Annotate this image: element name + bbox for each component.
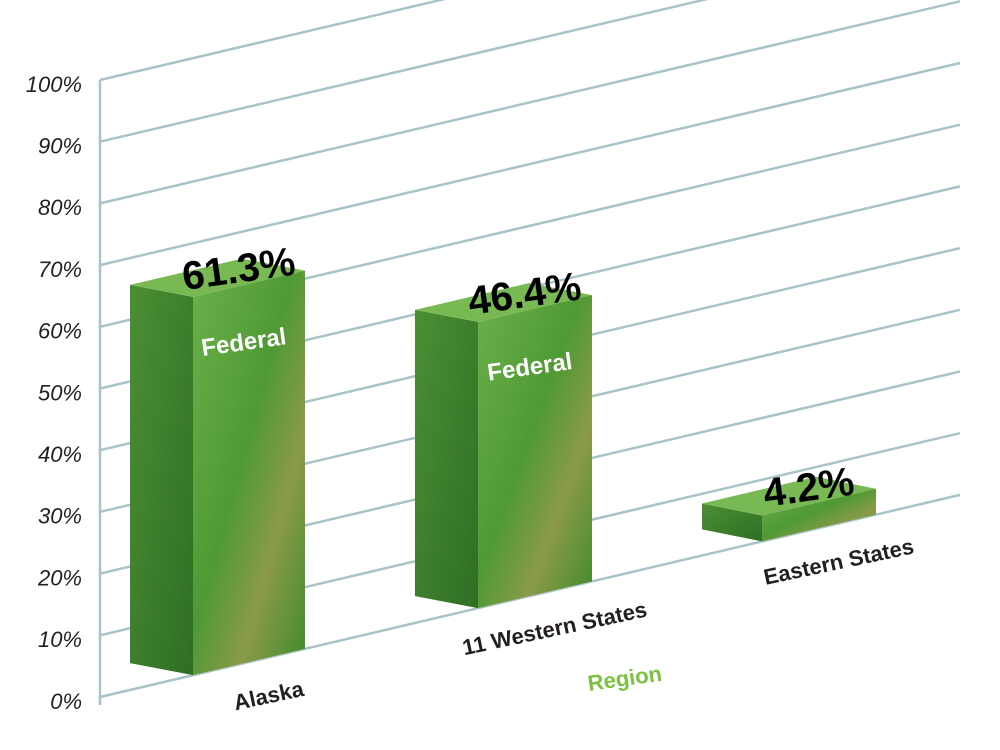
y-tick-label: 0% xyxy=(50,689,82,714)
y-tick-label: 50% xyxy=(38,380,82,405)
x-axis-label: Region xyxy=(586,661,663,696)
bar-top xyxy=(130,258,305,297)
x-tick-label: Alaska xyxy=(231,676,306,715)
y-tick-label: 30% xyxy=(38,504,82,529)
y-tick-label: 40% xyxy=(38,442,82,467)
y-tick-label: 90% xyxy=(38,134,82,159)
x-tick-label: Eastern States xyxy=(761,534,916,590)
grid-line xyxy=(99,61,961,267)
grid-line xyxy=(99,0,961,205)
grid-line xyxy=(99,0,709,143)
y-tick-label: 70% xyxy=(38,257,82,282)
y-tick-label: 20% xyxy=(37,565,82,590)
y-tick-label: 60% xyxy=(38,319,82,344)
bar-side xyxy=(702,503,762,542)
y-tick-label: 80% xyxy=(38,195,82,220)
bar xyxy=(762,488,876,542)
grid-line xyxy=(99,0,446,82)
y-tick-label: 100% xyxy=(26,72,82,97)
bar-side xyxy=(415,309,478,609)
y-tick-label: 10% xyxy=(38,627,82,652)
bar xyxy=(193,270,305,676)
bar-top xyxy=(702,476,876,516)
bar xyxy=(478,295,592,609)
bar-side xyxy=(130,284,193,676)
bar-top xyxy=(415,283,592,322)
